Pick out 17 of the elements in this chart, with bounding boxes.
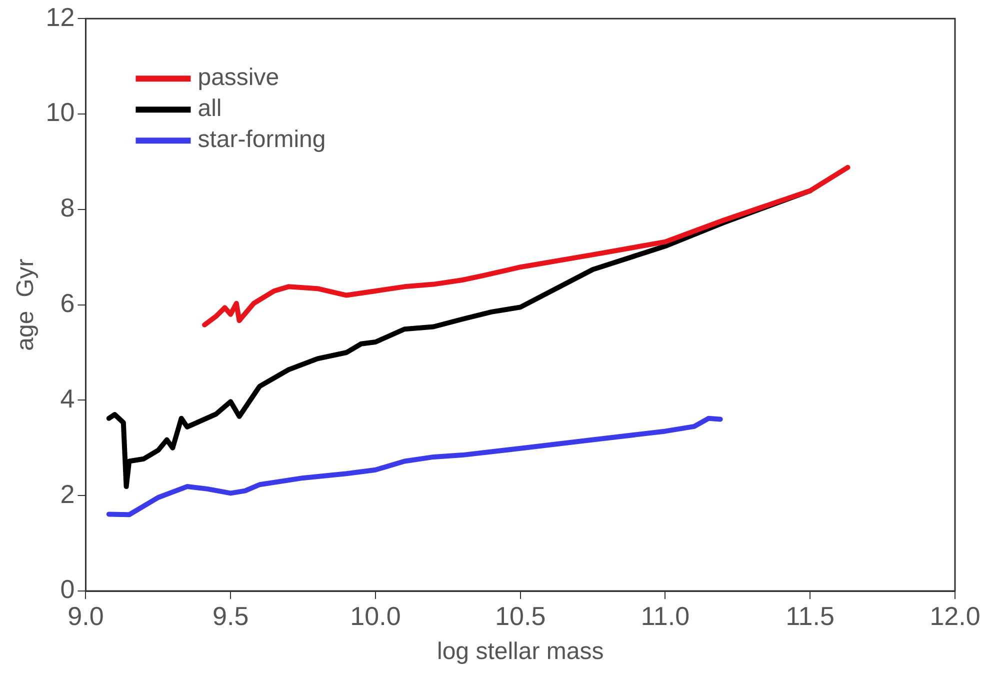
- x-tick-label: 9.5: [212, 600, 249, 631]
- y-tick-label: 10: [46, 97, 75, 128]
- x-tick-label: 11.5: [786, 600, 834, 631]
- legend-label: passive: [198, 64, 280, 92]
- x-axis-title: log stellar mass: [436, 638, 604, 666]
- legend-label: all: [198, 95, 222, 122]
- y-tick-label: 2: [60, 478, 75, 509]
- x-tick-label: 12.0: [930, 600, 980, 631]
- x-tick-label: 10.5: [495, 600, 546, 631]
- x-tick-label: 10.0: [350, 600, 401, 631]
- legend-label: star-forming: [198, 126, 326, 154]
- y-tick-label: 6: [60, 288, 75, 318]
- y-tick-label: 8: [60, 192, 75, 223]
- y-tick-label: 4: [60, 383, 75, 414]
- y-axis-title: age Gyr: [12, 258, 40, 351]
- y-tick-label: 12: [46, 2, 75, 32]
- x-tick-label: 11.0: [640, 600, 690, 631]
